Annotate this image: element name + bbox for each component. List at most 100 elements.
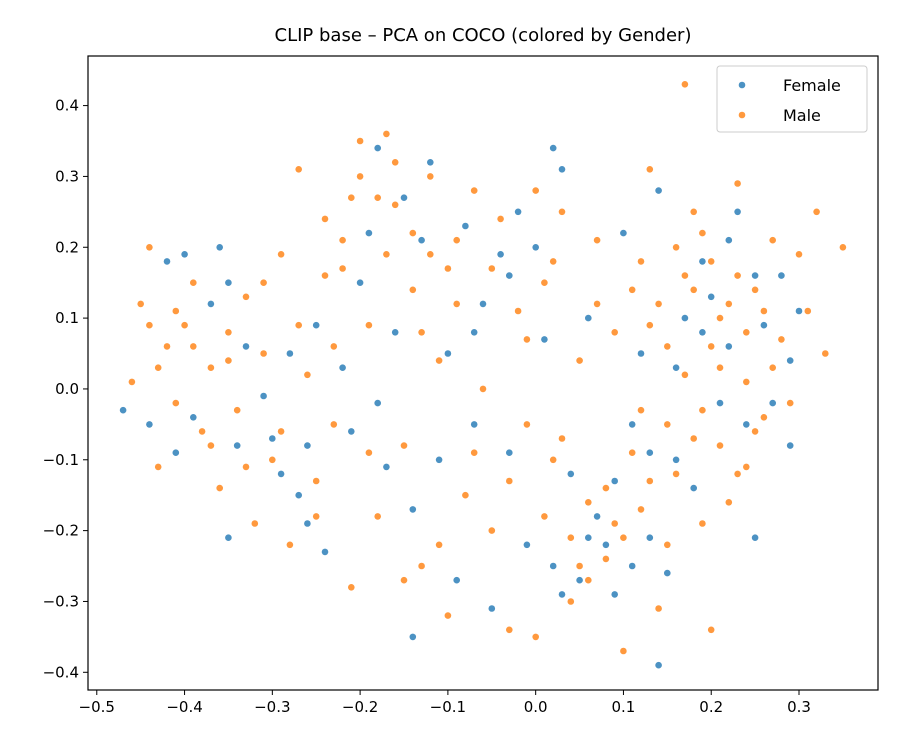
point-male-4	[163, 343, 171, 350]
point-male-142	[391, 159, 399, 166]
point-female-59	[655, 661, 662, 669]
point-male-81	[743, 463, 750, 471]
legend: Female Male	[716, 65, 868, 133]
x-tick-label-6: 0.1	[612, 698, 636, 716]
point-male-131	[690, 208, 697, 216]
point-male-146	[321, 272, 329, 279]
point-male-25	[348, 584, 355, 591]
point-male-71	[751, 286, 759, 294]
point-female-22	[356, 279, 364, 287]
y-tick-label-0: −0.4	[43, 663, 79, 681]
point-female-28	[409, 506, 417, 513]
point-male-102	[365, 449, 373, 457]
chart-title: CLIP base – PCA on COCO (colored by Gend…	[275, 25, 692, 46]
point-female-73	[769, 399, 776, 407]
point-male-3	[154, 463, 162, 471]
point-male-110	[225, 357, 232, 364]
x-tick-label-0: −0.5	[79, 698, 115, 716]
point-male-98	[435, 541, 443, 549]
point-male-28	[374, 513, 382, 520]
point-male-97	[453, 300, 461, 308]
point-female-53	[611, 591, 618, 598]
point-male-148	[532, 187, 539, 194]
point-male-143	[409, 229, 417, 237]
point-male-53	[593, 236, 601, 244]
point-male-15	[260, 350, 267, 357]
point-male-106	[295, 321, 303, 329]
point-male-113	[172, 307, 180, 315]
point-male-16	[269, 456, 276, 464]
point-male-120	[681, 371, 689, 379]
point-male-32	[409, 286, 417, 294]
point-male-128	[585, 576, 592, 584]
point-male-44	[514, 307, 522, 315]
point-male-31	[400, 442, 408, 449]
point-male-111	[207, 442, 215, 449]
point-male-89	[593, 300, 601, 308]
point-male-61	[664, 343, 671, 350]
point-female-5	[190, 414, 197, 421]
point-male-7	[190, 279, 197, 287]
y-tick-label-6: 0.2	[55, 238, 79, 256]
x-tick-label-5: 0.0	[524, 698, 548, 716]
point-male-19	[295, 166, 303, 173]
point-female-89	[304, 442, 311, 449]
point-female-24	[374, 144, 382, 152]
point-female-6	[207, 300, 215, 308]
point-female-60	[664, 569, 671, 577]
point-female-84	[585, 534, 592, 541]
point-female-4	[181, 251, 188, 258]
point-female-36	[470, 421, 478, 428]
point-male-139	[637, 258, 645, 265]
point-female-63	[690, 484, 697, 492]
point-male-88	[611, 520, 618, 527]
point-male-21	[312, 477, 320, 485]
point-male-30	[391, 201, 399, 209]
point-female-56	[637, 350, 645, 357]
point-male-70	[743, 378, 750, 386]
point-male-126	[620, 534, 627, 541]
point-female-78	[725, 236, 733, 244]
point-male-127	[602, 484, 610, 492]
point-male-14	[251, 520, 259, 527]
point-male-5	[172, 399, 180, 407]
point-female-21	[348, 428, 355, 435]
point-male-40	[479, 385, 487, 393]
point-male-27	[365, 321, 373, 329]
point-female-67	[725, 343, 733, 350]
point-male-49	[558, 208, 566, 216]
point-female-15	[286, 350, 294, 357]
plot-marks	[119, 81, 847, 669]
point-female-68	[734, 208, 741, 216]
point-male-94	[506, 477, 513, 485]
point-male-17	[277, 251, 285, 258]
point-male-46	[532, 633, 539, 641]
point-male-59	[646, 166, 654, 173]
point-male-101	[383, 251, 390, 258]
point-male-34	[427, 173, 434, 180]
point-female-35	[462, 222, 469, 230]
point-male-9	[207, 364, 215, 372]
point-male-29	[383, 130, 390, 138]
point-female-55	[628, 421, 636, 428]
point-male-50	[567, 598, 575, 605]
point-male-64	[690, 435, 697, 442]
point-male-38	[462, 491, 469, 499]
point-male-2	[146, 244, 153, 251]
point-female-0	[119, 406, 127, 414]
point-male-107	[277, 428, 285, 435]
point-female-39	[497, 251, 504, 258]
point-male-108	[260, 279, 267, 287]
point-male-13	[242, 293, 250, 301]
point-male-45	[523, 421, 531, 428]
point-male-145	[339, 236, 346, 244]
point-female-82	[628, 562, 636, 570]
point-female-85	[558, 591, 566, 598]
point-male-141	[374, 194, 382, 201]
point-male-136	[751, 428, 759, 435]
x-tick-label-2: −0.3	[254, 698, 290, 716]
point-male-122	[716, 442, 724, 449]
point-female-7	[216, 244, 223, 251]
legend-marker-male	[738, 111, 746, 119]
point-male-109	[242, 463, 250, 471]
